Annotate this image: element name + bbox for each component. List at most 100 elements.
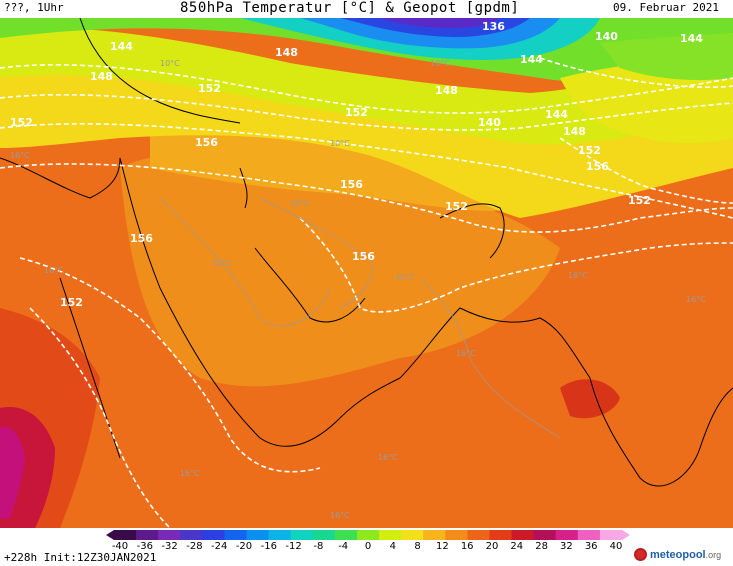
geopot-label: 152 <box>345 106 368 119</box>
temp-isotherms <box>159 197 561 439</box>
legend-color-cell <box>246 530 270 540</box>
temp-zone-africa-magenta <box>0 427 25 518</box>
temp-label: 10°C <box>330 139 350 148</box>
temp-zone-east-green <box>600 33 733 80</box>
temp-zone-light-orange <box>150 125 520 211</box>
geopot-label: 152 <box>10 116 33 129</box>
temp-labels: 10°C 10°C 16°C 16°C 10°C 10°C 16°C 16°C … <box>10 59 706 520</box>
legend-tick-label: -40 <box>111 541 129 552</box>
geopot-label: 148 <box>563 125 586 138</box>
legend-color-cell <box>158 530 181 540</box>
geopot-label: 144 <box>680 32 703 45</box>
temp-zone-orange <box>120 152 560 387</box>
temp-label: 16°C <box>456 349 476 358</box>
geopot-label: 152 <box>445 200 468 213</box>
legend-color-cell <box>423 530 446 540</box>
legend-tick-label: 8 <box>414 541 421 552</box>
temp-label: 10°C <box>160 59 180 68</box>
footer-bar: -40 -36 -32 -28 -24 -20 -16 -12 -8 -4 0 4 8 12 16 20 24 2… <box>0 528 733 566</box>
legend-color-cell <box>180 530 203 540</box>
header-bar: ???, 1Uhr 850hPa Temperatur [°C] & Geopo… <box>0 0 733 18</box>
legend-color-cell <box>489 530 513 540</box>
legend-tick-label: -8 <box>313 541 324 552</box>
legend-color-cell <box>202 530 225 540</box>
geopot-isolines <box>0 57 733 528</box>
geopot-label: 144 <box>110 40 133 53</box>
legend-color-cell <box>224 530 248 540</box>
legend-tick-label: -12 <box>285 541 302 552</box>
legend-color-cell <box>599 530 623 540</box>
temp-zone-hot-india <box>560 379 620 419</box>
geopot-label: 156 <box>340 178 363 191</box>
temp-label: 16°C <box>180 469 200 478</box>
legend-color-cell <box>533 530 557 540</box>
temp-zone-purple <box>380 18 500 28</box>
geopot-label: 144 <box>545 108 568 121</box>
legend-tick-label: 28 <box>535 541 548 552</box>
legend-tick-label: 12 <box>436 541 449 552</box>
geopot-label: 156 <box>352 250 375 263</box>
geopot-label: 140 <box>595 30 618 43</box>
temp-label: 10°C <box>290 199 310 208</box>
geopot-label: 140 <box>478 116 501 129</box>
legend-arrow-left <box>106 530 114 540</box>
temp-label: 10°C <box>430 59 450 68</box>
legend-tick-label: -32 <box>161 541 178 552</box>
legend-color-cell <box>356 530 380 540</box>
weather-map: 136 140 144 144 144 148 148 152 148 152 … <box>0 18 733 528</box>
legend-tick-label: 0 <box>364 541 372 552</box>
temp-label: 10°C <box>212 259 232 268</box>
legend-color-cell <box>511 530 535 540</box>
meteopool-logo-icon <box>634 548 647 561</box>
legend-cells <box>114 530 623 540</box>
valid-date: 09. Februar 2021 <box>613 1 719 14</box>
legend-color-cell <box>136 530 159 540</box>
geopot-label: 152 <box>198 82 221 95</box>
map-title: 850hPa Temperatur [°C] & Geopot [gpdm] <box>180 0 520 16</box>
legend-tick-label: 4 <box>389 541 396 552</box>
legend-tick-label: -20 <box>235 541 253 552</box>
legend-color-cell <box>577 530 601 540</box>
brand-tld: .org <box>705 549 722 560</box>
legend-color-cell <box>467 530 490 540</box>
temp-label: 16°C <box>568 271 588 280</box>
geopot-label: 156 <box>586 160 609 173</box>
legend-tick-label: -24 <box>211 541 228 552</box>
geopot-label: 152 <box>628 194 651 207</box>
legend-tick-label: -4 <box>338 541 349 552</box>
geopot-label: 148 <box>90 70 113 83</box>
geopot-label: 136 <box>482 20 505 33</box>
legend-tick-label: 40 <box>609 541 623 552</box>
legend-tick-label: -28 <box>186 541 203 552</box>
legend-color-cell <box>555 530 579 540</box>
brand-name: meteopool <box>650 548 706 561</box>
map-canvas: 136 140 144 144 144 148 148 152 148 152 … <box>0 18 733 528</box>
legend-tick-label: 36 <box>584 541 598 552</box>
temp-label: 16°C <box>378 453 398 462</box>
temp-label: 16°C <box>330 511 350 520</box>
legend-arrow-right <box>622 530 630 540</box>
run-label: ???, 1Uhr <box>4 1 64 14</box>
color-legend-bar <box>106 530 630 540</box>
legend-tick-label: 16 <box>460 541 474 552</box>
temp-label: 16°C <box>44 266 64 275</box>
brand-logo[interactable]: meteopool .org <box>634 548 721 561</box>
temp-zone-yellow-green <box>0 27 733 145</box>
temp-label: 16°C <box>10 151 30 160</box>
legend-color-cell <box>312 530 336 540</box>
legend-color-cell <box>290 530 314 540</box>
legend-tick-label: 20 <box>485 541 499 552</box>
legend-tick-label: -36 <box>136 541 153 552</box>
geopot-label: 156 <box>130 232 153 245</box>
legend-color-cell <box>445 530 468 540</box>
legend-color-cell <box>334 530 358 540</box>
legend-tick-label: -16 <box>260 541 277 552</box>
init-label: +228h Init:12Z30JAN2021 <box>4 551 157 564</box>
geopot-label: 152 <box>578 144 601 157</box>
geopot-labels: 136 140 144 144 144 148 148 152 148 152 … <box>10 20 703 309</box>
geopot-label: 148 <box>435 84 458 97</box>
temp-label: 10°C <box>395 273 415 282</box>
legend-color-cell <box>379 530 402 540</box>
legend-tick-label: 32 <box>560 541 573 552</box>
legend-ticks: -40 -36 -32 -28 -24 -20 -16 -12 -8 -4 0 4 8 12 16 20 24 2… <box>106 541 630 553</box>
